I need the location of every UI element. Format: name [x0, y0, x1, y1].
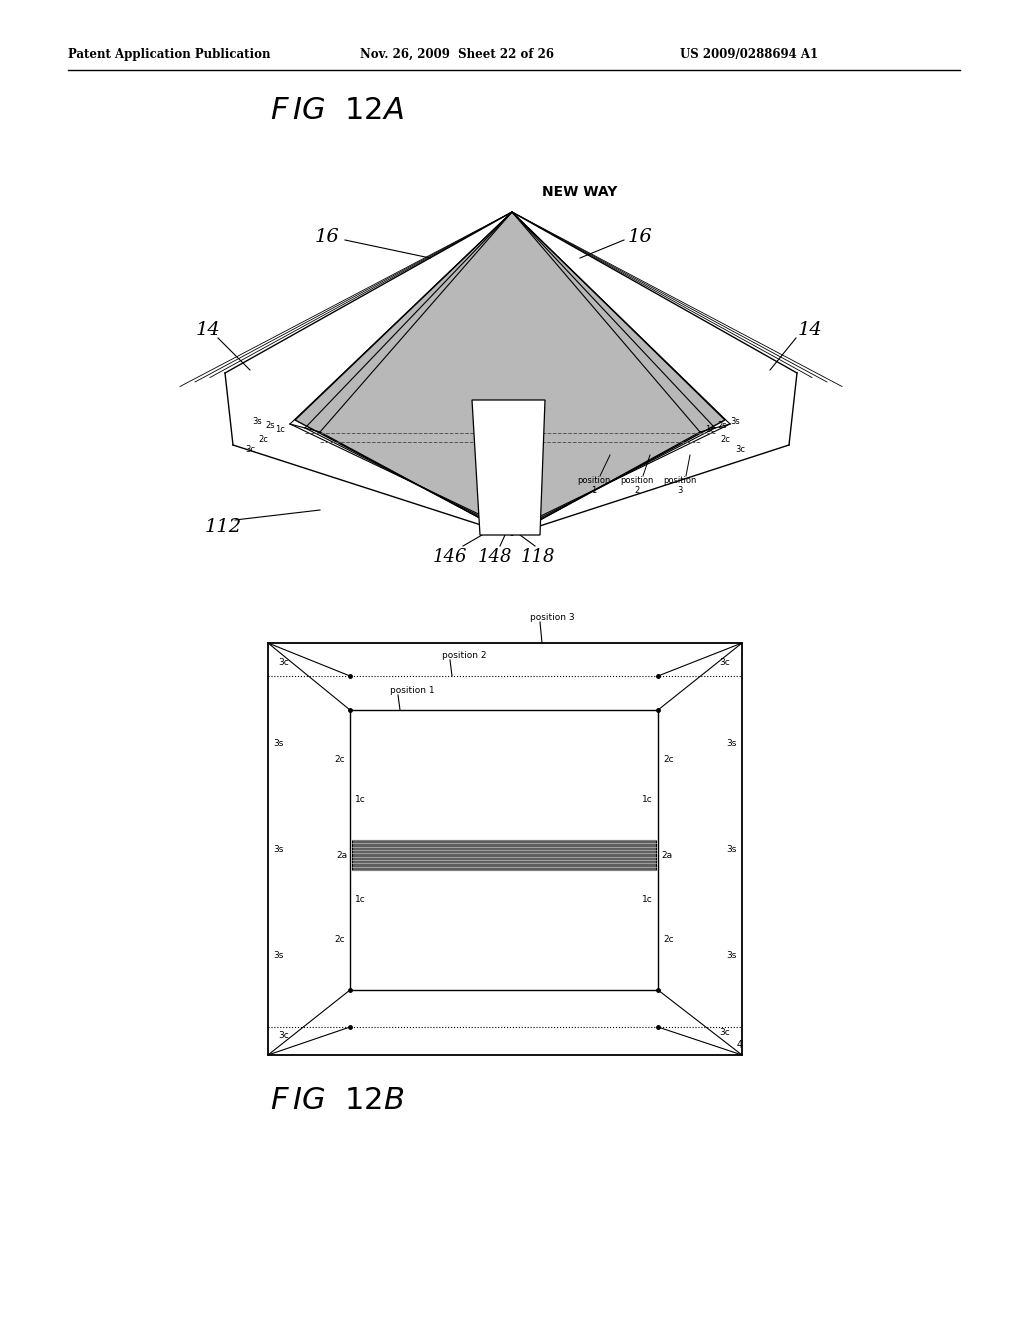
Text: 3s: 3s [273, 950, 284, 960]
Text: 3s: 3s [273, 738, 284, 747]
Text: 2c: 2c [258, 436, 268, 445]
Text: 2c: 2c [335, 936, 345, 945]
Text: position 1: position 1 [390, 686, 434, 696]
Bar [352, 840, 656, 870]
Text: 1c: 1c [355, 796, 366, 804]
Text: 3c: 3c [719, 657, 730, 667]
Text: 3s: 3s [727, 845, 737, 854]
Text: 1c: 1c [355, 895, 366, 904]
Text: 3c: 3c [735, 446, 745, 454]
Text: $\mathit{F\/IG}$  $\mathit{12B}$: $\mathit{F\/IG}$ $\mathit{12B}$ [270, 1085, 404, 1115]
Text: 118: 118 [521, 548, 555, 566]
Text: 3s: 3s [730, 417, 740, 425]
Text: 16: 16 [628, 228, 652, 246]
Text: 14: 14 [798, 321, 822, 339]
Text: $\mathit{F\/IG}$  $\mathit{12A}$: $\mathit{F\/IG}$ $\mathit{12A}$ [270, 95, 404, 125]
Text: 4: 4 [737, 1040, 743, 1049]
Text: 1c: 1c [642, 895, 653, 904]
Bar [268, 643, 742, 1055]
Text: 146: 146 [433, 548, 467, 566]
Bar [350, 710, 658, 990]
Polygon shape [295, 213, 725, 535]
Text: 3c: 3c [278, 657, 289, 667]
Text: 2s: 2s [718, 421, 727, 429]
Text: position
3: position 3 [664, 477, 696, 495]
Text: 2c: 2c [663, 755, 674, 764]
Text: 3c: 3c [278, 1031, 289, 1040]
Text: 3s: 3s [252, 417, 262, 425]
Text: 2c: 2c [663, 936, 674, 945]
Text: position 2: position 2 [442, 651, 486, 660]
Text: 2a: 2a [662, 850, 672, 859]
Text: 2s: 2s [265, 421, 274, 429]
Text: NEW WAY: NEW WAY [543, 185, 617, 199]
Text: 3s: 3s [727, 950, 737, 960]
Text: Patent Application Publication: Patent Application Publication [68, 48, 270, 61]
Text: US 2009/0288694 A1: US 2009/0288694 A1 [680, 48, 818, 61]
Text: 3c: 3c [719, 1028, 730, 1038]
Text: 1c: 1c [642, 796, 653, 804]
Text: 2c: 2c [335, 755, 345, 764]
Text: 3s: 3s [727, 738, 737, 747]
Text: 14: 14 [196, 321, 221, 339]
Text: position 3: position 3 [530, 612, 574, 622]
Polygon shape [472, 400, 545, 535]
Text: position
1: position 1 [578, 477, 610, 495]
Text: 1c: 1c [275, 425, 285, 434]
Text: 2c: 2c [720, 436, 730, 445]
Text: 1c: 1c [706, 425, 715, 434]
Text: 2a: 2a [336, 850, 347, 859]
Text: 148: 148 [478, 548, 512, 566]
Text: 3c: 3c [245, 446, 255, 454]
Text: 3s: 3s [273, 845, 284, 854]
Text: position
2: position 2 [621, 477, 653, 495]
Text: 16: 16 [315, 228, 340, 246]
Text: Nov. 26, 2009  Sheet 22 of 26: Nov. 26, 2009 Sheet 22 of 26 [360, 48, 554, 61]
Text: 112: 112 [205, 517, 242, 536]
